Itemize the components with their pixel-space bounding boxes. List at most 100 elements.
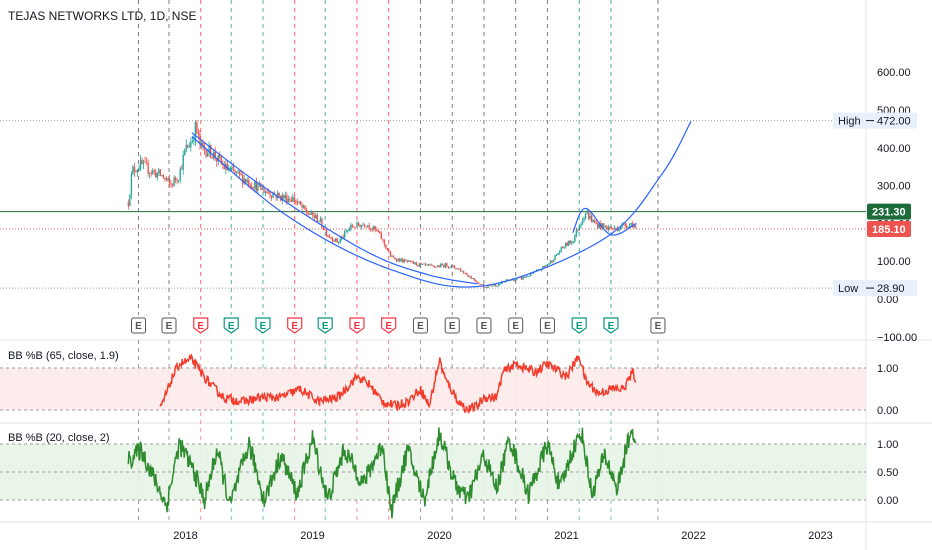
candle-body xyxy=(366,225,369,227)
cup-curves[interactable] xyxy=(191,121,692,288)
bb65-series[interactable] xyxy=(159,353,637,414)
candle-body xyxy=(572,241,575,243)
earnings-marker-gray[interactable]: E xyxy=(650,317,666,334)
candle-body xyxy=(496,286,498,287)
candle-body xyxy=(417,265,419,266)
candle-body xyxy=(472,278,474,280)
earnings-label: E xyxy=(291,321,298,332)
candle-body xyxy=(240,174,242,175)
candle-body xyxy=(426,264,428,266)
candle-body xyxy=(348,228,351,231)
candle-body xyxy=(164,177,166,179)
candle-body xyxy=(229,168,232,170)
earnings-marker-teal[interactable]: E xyxy=(571,317,587,334)
candle-body xyxy=(165,178,168,180)
candle-body xyxy=(226,163,229,170)
candle-body xyxy=(148,172,151,174)
candle-body xyxy=(447,266,450,268)
candle-body xyxy=(357,222,360,226)
candle-body xyxy=(202,142,204,147)
candle-body xyxy=(330,237,332,239)
earnings-badge xyxy=(349,317,365,334)
earnings-marker-teal[interactable]: E xyxy=(317,317,333,334)
candle-body xyxy=(211,157,213,158)
candle-body xyxy=(610,227,613,229)
candle-body xyxy=(493,284,495,286)
candle-body xyxy=(603,223,605,227)
price-tick-label: 0.00 xyxy=(877,294,898,306)
candle-body xyxy=(353,227,355,228)
candle-body xyxy=(470,276,472,279)
earnings-marker-gray[interactable]: E xyxy=(476,317,492,334)
price-tick-label: −100.00 xyxy=(877,332,917,344)
earnings-marker-gray[interactable]: E xyxy=(131,317,147,334)
candle-body xyxy=(196,121,198,133)
candle-body xyxy=(450,265,453,268)
high-label-box xyxy=(833,112,917,129)
earnings-label: E xyxy=(354,321,361,332)
earnings-marker-gray[interactable]: E xyxy=(508,317,524,334)
candle-body xyxy=(615,227,617,229)
candle-body xyxy=(516,277,518,280)
candle-body xyxy=(403,259,405,263)
candle-body xyxy=(251,186,253,188)
candle-body xyxy=(368,225,370,229)
candle-body xyxy=(469,276,471,278)
candle-body xyxy=(158,169,160,174)
candle-body xyxy=(525,276,527,278)
candle-body xyxy=(141,159,143,164)
earnings-marker-teal[interactable]: E xyxy=(255,317,271,334)
candle-body xyxy=(627,226,629,228)
earnings-label: E xyxy=(481,321,488,332)
bb65-line xyxy=(159,353,637,414)
earnings-marker-gray[interactable]: E xyxy=(412,317,428,334)
earnings-marker-gray[interactable]: E xyxy=(444,317,460,334)
earnings-marker-red[interactable]: E xyxy=(287,317,303,334)
candle-body xyxy=(283,195,285,199)
bb20-series[interactable] xyxy=(127,427,637,519)
time-axis[interactable]: 2018 2019 2020 2021 2022 2023 xyxy=(173,530,832,542)
candle-body xyxy=(462,270,465,274)
candle-body xyxy=(243,178,245,184)
candle-body xyxy=(528,275,530,277)
candle-body xyxy=(301,204,303,208)
candle-body xyxy=(569,240,572,244)
earnings-badge xyxy=(539,317,555,334)
earnings-marker-red[interactable]: E xyxy=(349,317,365,334)
bb20-title: BB %B (20, close, 2) xyxy=(8,432,110,444)
earnings-marker-red[interactable]: E xyxy=(381,317,397,334)
earnings-badge xyxy=(131,317,147,334)
horizontal-levels xyxy=(0,120,866,289)
candle-body xyxy=(327,235,329,237)
earnings-marker-gray[interactable]: E xyxy=(161,317,177,334)
candle-body xyxy=(592,220,594,222)
earnings-badge xyxy=(444,317,460,334)
candle-body xyxy=(313,215,315,219)
candle-body xyxy=(546,264,549,266)
candle-body xyxy=(287,198,290,203)
earnings-marker-teal[interactable]: E xyxy=(223,317,239,334)
candle-body xyxy=(619,227,622,230)
candle-body xyxy=(356,222,358,228)
earnings-marker-gray[interactable]: E xyxy=(539,317,555,334)
earnings-badge xyxy=(317,317,333,334)
candle-body xyxy=(206,153,209,157)
candle-body xyxy=(269,192,271,196)
candle-body xyxy=(441,264,443,266)
candle-body xyxy=(302,205,305,208)
price-tick-label: 600.00 xyxy=(877,67,911,79)
candle-body xyxy=(168,178,171,184)
candle-body xyxy=(453,265,456,268)
candle-series[interactable] xyxy=(127,119,637,289)
candle-body xyxy=(574,235,576,242)
earnings-label: E xyxy=(655,321,662,332)
earnings-label: E xyxy=(385,321,392,332)
candle-body xyxy=(132,166,134,174)
candle-body xyxy=(561,247,564,249)
earnings-marker-red[interactable]: E xyxy=(193,317,209,334)
earnings-marker-teal[interactable]: E xyxy=(603,317,619,334)
candle-body xyxy=(295,201,297,203)
candle-body xyxy=(145,161,148,164)
candle-body xyxy=(176,180,178,182)
